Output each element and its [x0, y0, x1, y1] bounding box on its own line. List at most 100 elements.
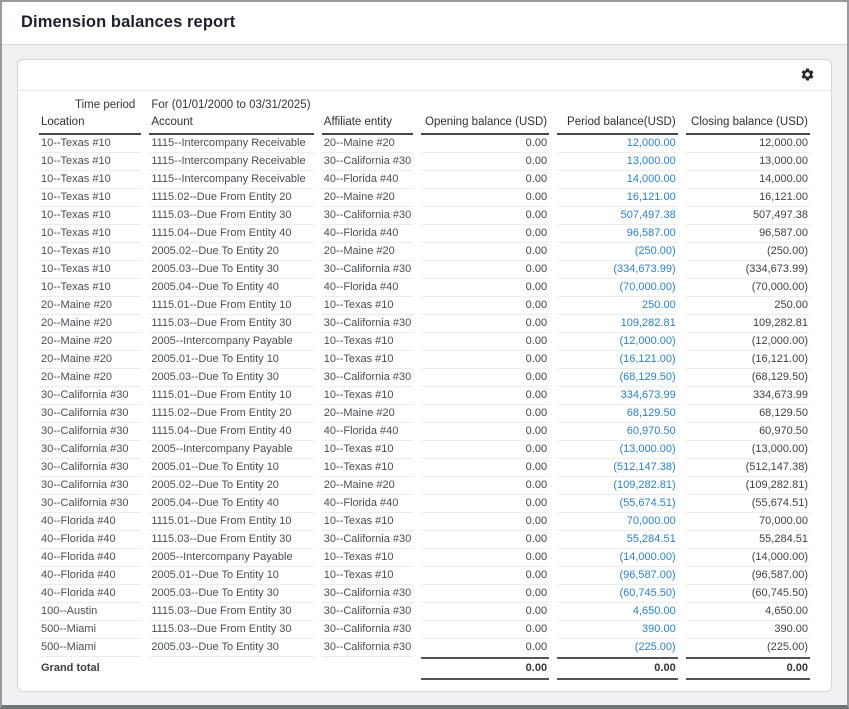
- table-row: 500--Miami 2005.03--Due To Entity 30 30-…: [39, 639, 810, 657]
- period-balance-link[interactable]: 16,121.00: [626, 191, 676, 203]
- period-balance-link[interactable]: 96,587.00: [626, 227, 676, 239]
- table-row: 10--Texas #10 1115.02--Due From Entity 2…: [39, 189, 810, 207]
- period-balance-link[interactable]: (225.00): [634, 641, 676, 653]
- period-balance-link[interactable]: 60,970.50: [626, 425, 676, 437]
- table-row: 20--Maine #20 1115.01--Due From Entity 1…: [39, 297, 810, 315]
- location-cell: 10--Texas #10: [39, 207, 142, 225]
- opening-balance-cell: 0.00: [421, 171, 550, 189]
- location-cell: 30--California #30: [39, 477, 142, 495]
- period-balance-cell: 70,000.00: [557, 513, 678, 531]
- opening-balance-cell: 0.00: [421, 549, 550, 567]
- account-cell: 1115.04--Due From Entity 40: [149, 225, 314, 243]
- closing-balance-cell: (68,129.50): [685, 369, 810, 387]
- affiliate-entity-cell: 30--California #30: [321, 639, 414, 657]
- period-balance-link[interactable]: 13,000.00: [626, 155, 676, 167]
- period-balance-cell: (334,673.99): [557, 261, 678, 279]
- location-cell: 10--Texas #10: [39, 189, 142, 207]
- table-row: 10--Texas #10 1115--Intercompany Receiva…: [39, 153, 810, 171]
- gear-icon: [800, 67, 815, 85]
- grand-total-period: 0.00: [557, 657, 678, 680]
- opening-balance-cell: 0.00: [421, 153, 550, 171]
- affiliate-entity-cell: 10--Texas #10: [321, 567, 414, 585]
- account-cell: 1115--Intercompany Receivable: [149, 171, 314, 189]
- opening-balance-cell: 0.00: [421, 225, 550, 243]
- account-cell: 2005.01--Due To Entity 10: [149, 459, 314, 477]
- period-balance-link[interactable]: 70,000.00: [626, 515, 676, 527]
- closing-balance-cell: (14,000.00): [685, 549, 810, 567]
- location-cell: 30--California #30: [39, 495, 142, 513]
- period-balance-link[interactable]: 334,673.99: [620, 389, 676, 401]
- period-balance-link[interactable]: 68,129.50: [626, 407, 676, 419]
- period-balance-cell: 109,282.81: [557, 315, 678, 333]
- period-balance-link[interactable]: (109,282.81): [613, 479, 676, 491]
- affiliate-entity-cell: 20--Maine #20: [321, 189, 414, 207]
- table-row: 30--California #30 1115.04--Due From Ent…: [39, 423, 810, 441]
- location-cell: 40--Florida #40: [39, 549, 142, 567]
- balances-table: Time period For (01/01/2000 to 03/31/202…: [31, 94, 818, 680]
- account-cell: 2005.01--Due To Entity 10: [149, 351, 314, 369]
- opening-balance-cell: 0.00: [421, 513, 550, 531]
- location-cell: 30--California #30: [39, 459, 142, 477]
- location-cell: 40--Florida #40: [39, 531, 142, 549]
- location-cell: 10--Texas #10: [39, 261, 142, 279]
- period-balance-link[interactable]: 109,282.81: [620, 317, 676, 329]
- location-cell: 500--Miami: [39, 621, 142, 639]
- period-balance-cell: (60,745.50): [557, 585, 678, 603]
- period-balance-link[interactable]: (68,129.50): [619, 371, 676, 383]
- period-balance-link[interactable]: 55,284.51: [626, 533, 676, 545]
- opening-balance-cell: 0.00: [421, 405, 550, 423]
- period-balance-link[interactable]: (334,673.99): [613, 263, 676, 275]
- grand-total-opening: 0.00: [421, 657, 550, 680]
- closing-balance-cell: 4,650.00: [685, 603, 810, 621]
- table-row: 10--Texas #10 2005.04--Due To Entity 40 …: [39, 279, 810, 297]
- period-balance-link[interactable]: 507,497.38: [620, 209, 676, 221]
- affiliate-entity-cell: 30--California #30: [321, 531, 414, 549]
- period-balance-link[interactable]: (55,674.51): [619, 497, 676, 509]
- period-balance-cell: (12,000.00): [557, 333, 678, 351]
- affiliate-entity-cell: 30--California #30: [321, 621, 414, 639]
- closing-balance-cell: 14,000.00: [685, 171, 810, 189]
- table-row: 100--Austin 1115.03--Due From Entity 30 …: [39, 603, 810, 621]
- grand-total-label: Grand total: [41, 662, 100, 674]
- closing-balance-cell: (250.00): [685, 243, 810, 261]
- period-balance-link[interactable]: (512,147.38): [613, 461, 676, 473]
- column-header-row: Location Account Affiliate entity Openin…: [39, 114, 810, 135]
- period-balance-link[interactable]: (12,000.00): [619, 335, 676, 347]
- affiliate-entity-cell: 40--Florida #40: [321, 279, 414, 297]
- period-balance-link[interactable]: (16,121.00): [619, 353, 676, 365]
- period-balance-cell: 4,650.00: [557, 603, 678, 621]
- period-balance-link[interactable]: 390.00: [642, 623, 676, 635]
- account-cell: 1115.03--Due From Entity 30: [149, 621, 314, 639]
- period-balance-cell: (512,147.38): [557, 459, 678, 477]
- opening-balance-cell: 0.00: [421, 261, 550, 279]
- period-balance-link[interactable]: (14,000.00): [619, 551, 676, 563]
- closing-balance-cell: (96,587.00): [685, 567, 810, 585]
- period-balance-link[interactable]: 12,000.00: [626, 137, 676, 149]
- period-balance-link[interactable]: (60,745.50): [619, 587, 676, 599]
- opening-balance-cell: 0.00: [421, 459, 550, 477]
- period-balance-link[interactable]: 250.00: [642, 299, 676, 311]
- account-cell: 2005.01--Due To Entity 10: [149, 567, 314, 585]
- affiliate-entity-cell: 10--Texas #10: [321, 351, 414, 369]
- settings-button[interactable]: [797, 67, 817, 85]
- period-balance-cell: (13,000.00): [557, 441, 678, 459]
- period-balance-link[interactable]: (96,587.00): [619, 569, 676, 581]
- opening-balance-cell: 0.00: [525, 641, 548, 653]
- opening-balance-cell: 0.00: [421, 531, 550, 549]
- affiliate-entity-cell: 30--California #30: [321, 153, 414, 171]
- period-balance-link[interactable]: (250.00): [634, 245, 676, 257]
- opening-balance-cell: 0.00: [421, 387, 550, 405]
- period-balance-cell: 12,000.00: [557, 135, 678, 153]
- account-cell: 1115.02--Due From Entity 20: [149, 405, 314, 423]
- affiliate-entity-cell: 10--Texas #10: [321, 333, 414, 351]
- period-balance-link[interactable]: (13,000.00): [619, 443, 676, 455]
- closing-balance-cell: 96,587.00: [685, 225, 810, 243]
- affiliate-entity-cell: 30--California #30: [321, 261, 414, 279]
- period-balance-link[interactable]: 4,650.00: [632, 605, 676, 617]
- account-cell: 2005--Intercompany Payable: [149, 333, 314, 351]
- account-cell: 2005--Intercompany Payable: [149, 549, 314, 567]
- table-row: 40--Florida #40 2005.03--Due To Entity 3…: [39, 585, 810, 603]
- period-balance-link[interactable]: 14,000.00: [626, 173, 676, 185]
- table-row: 30--California #30 2005--Intercompany Pa…: [39, 441, 810, 459]
- period-balance-link[interactable]: (70,000.00): [619, 281, 676, 293]
